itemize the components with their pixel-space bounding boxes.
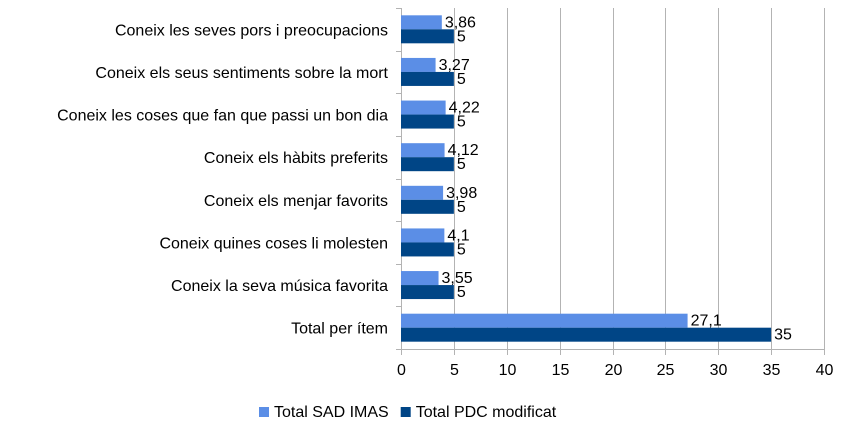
category-label: Coneix els menjar favorits: [204, 193, 388, 210]
x-tick-label: 30: [710, 362, 728, 379]
gridlines: [396, 8, 825, 355]
legend-label: Total PDC modificat: [416, 404, 557, 421]
bar: [401, 29, 454, 44]
category-label: Coneix les seves pors i preocupacions: [115, 22, 388, 39]
x-tick-label: 35: [763, 362, 781, 379]
labels: Coneix les seves pors i preocupacions 3,8…: [57, 14, 792, 343]
legend: Total SAD IMAS Total PDC modificat: [259, 404, 557, 421]
legend-label: Total SAD IMAS: [274, 404, 389, 421]
bar: [401, 228, 445, 243]
legend-swatch: [400, 407, 411, 417]
data-label: 5: [457, 71, 466, 88]
data-label: 5: [457, 156, 466, 173]
data-label: 3,27: [439, 57, 470, 74]
x-tick-label: 15: [552, 362, 570, 379]
x-tick-label: 0: [397, 362, 406, 379]
data-label: 4,1: [447, 227, 469, 244]
bar: [401, 185, 444, 200]
data-label: 35: [774, 327, 792, 344]
bar: [401, 199, 454, 214]
bar: [401, 285, 454, 300]
bar: [401, 157, 454, 172]
data-label: 3,86: [445, 14, 476, 31]
category-label: Coneix els seus sentiments sobre la mort: [95, 65, 388, 82]
axes: 0 5 10 15 20 25 30 35 40: [397, 349, 834, 379]
bar: [401, 71, 454, 86]
bars: [401, 15, 772, 342]
data-label: 5: [457, 199, 466, 216]
data-label: 5: [457, 241, 466, 258]
category-label: Coneix les coses que fan que passi un bo…: [57, 108, 388, 125]
data-label: 27,1: [691, 313, 722, 330]
bar: [401, 15, 442, 30]
legend-swatch: [259, 407, 269, 417]
x-tick-label: 40: [816, 362, 834, 379]
bar: [401, 57, 436, 72]
data-label: 5: [457, 114, 466, 131]
bar: [401, 114, 454, 129]
x-tick-label: 20: [605, 362, 623, 379]
bar: [401, 271, 439, 286]
x-tick-label: 5: [450, 362, 459, 379]
data-label: 3,98: [446, 185, 477, 202]
bar: [401, 242, 454, 257]
data-label: 5: [457, 284, 466, 301]
category-label: Coneix quines coses li molesten: [159, 235, 388, 252]
x-tick-label: 10: [499, 362, 517, 379]
bar: [401, 100, 446, 115]
data-label: 5: [457, 28, 466, 45]
category-label: Coneix els hàbits preferits: [204, 150, 388, 167]
x-tick-label: 25: [657, 362, 675, 379]
data-label: 4,22: [449, 100, 480, 117]
category-label: Coneix la seva música favorita: [171, 278, 388, 295]
category-label: Total per ítem: [291, 321, 388, 338]
bar: [401, 143, 445, 158]
bar: [401, 327, 772, 342]
bar: [401, 313, 688, 328]
data-label: 3,55: [442, 270, 473, 287]
data-label: 4,12: [448, 142, 479, 159]
